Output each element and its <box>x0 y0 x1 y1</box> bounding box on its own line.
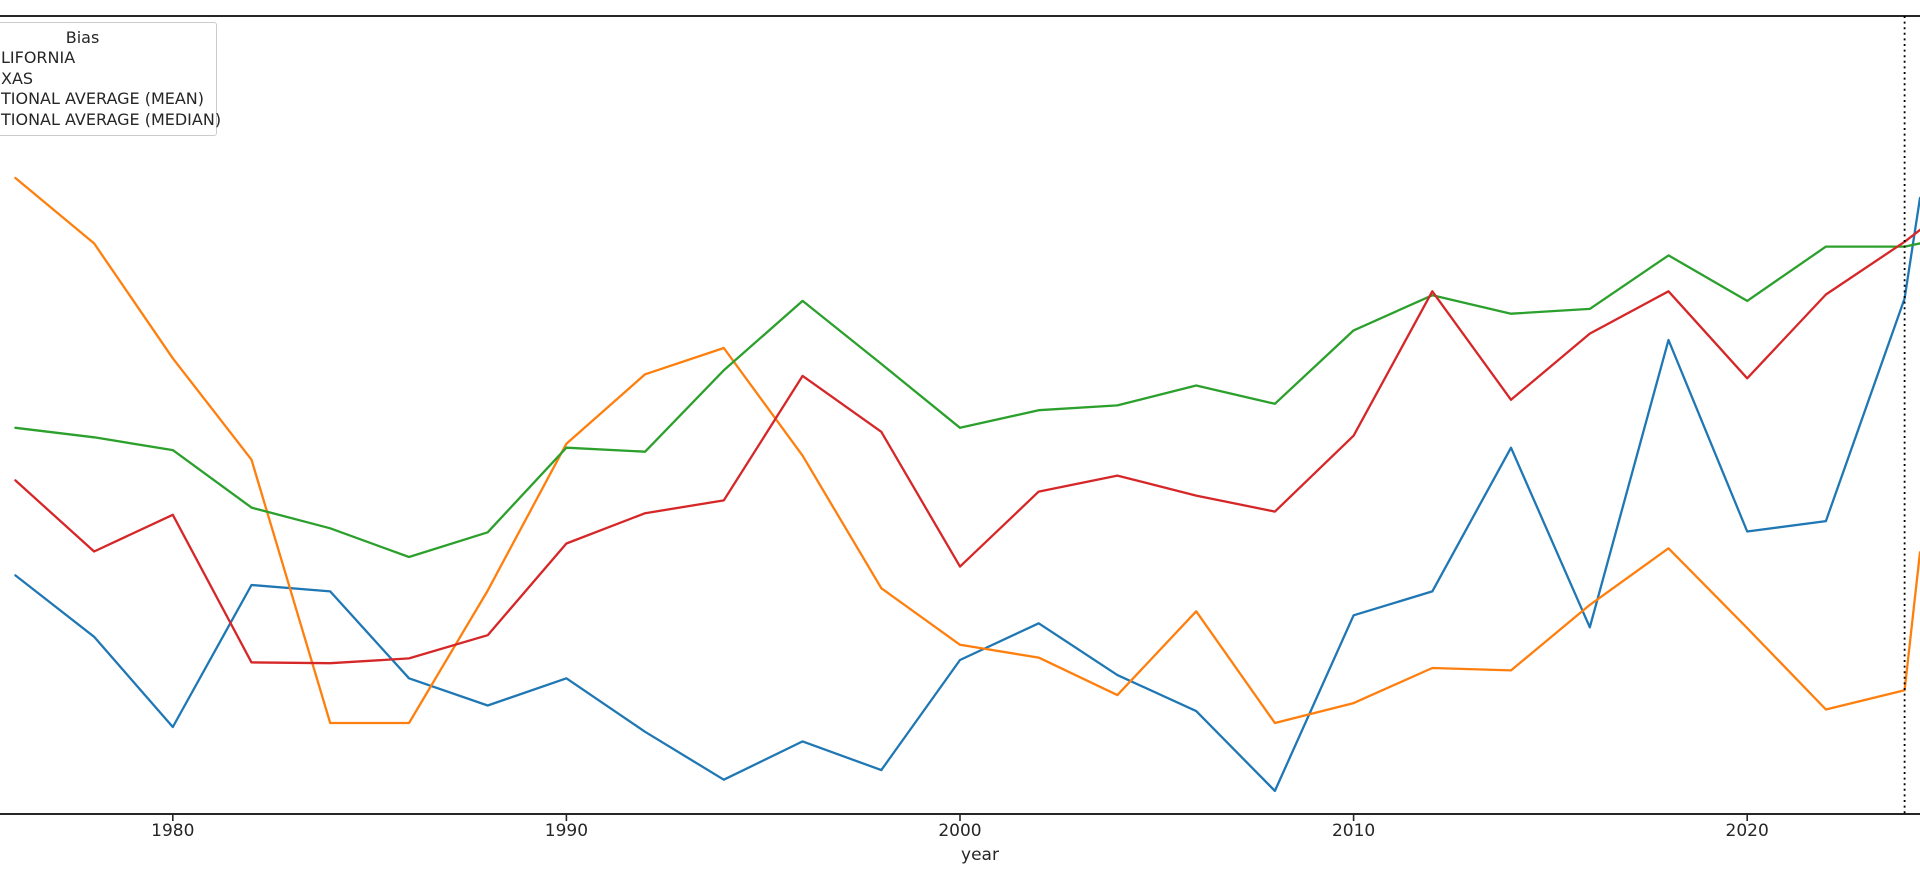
legend-item-label: TIONAL AVERAGE (MEAN) <box>1 89 205 108</box>
legend-item-label: TIONAL AVERAGE (MEDIAN) <box>1 109 222 129</box>
legend-item-national-average-median: TIONAL AVERAGE (MEDIAN) <box>0 110 221 131</box>
series-line-lifornia <box>14 196 1920 793</box>
x-tick-label-2010: 2010 <box>1331 821 1376 841</box>
x-tick-label-1980: 1980 <box>151 821 195 841</box>
legend-item-label: LIFORNIA <box>1 48 76 67</box>
legend-item-label: XAS <box>1 68 34 88</box>
legend-item-texas: XAS <box>0 69 216 90</box>
x-tick-label-2020: 2020 <box>1725 821 1769 841</box>
legend-item-national-average-mean: TIONAL AVERAGE (MEAN) <box>0 89 216 110</box>
legend-item-california: LIFORNIA <box>0 48 216 69</box>
series-line-xas <box>14 176 1920 725</box>
legend-title: Bias <box>65 28 100 47</box>
x-axis-title: year <box>961 845 999 865</box>
x-tick-label-1990: 1990 <box>544 821 589 841</box>
series-line-tional-average-mean- <box>14 242 1920 559</box>
x-tick-label-2000: 2000 <box>938 821 982 841</box>
series-line-tional-average-median- <box>14 228 1920 665</box>
legend: Bias LIFORNIA XAS TIONAL AVERAGE (MEAN) … <box>0 22 221 136</box>
